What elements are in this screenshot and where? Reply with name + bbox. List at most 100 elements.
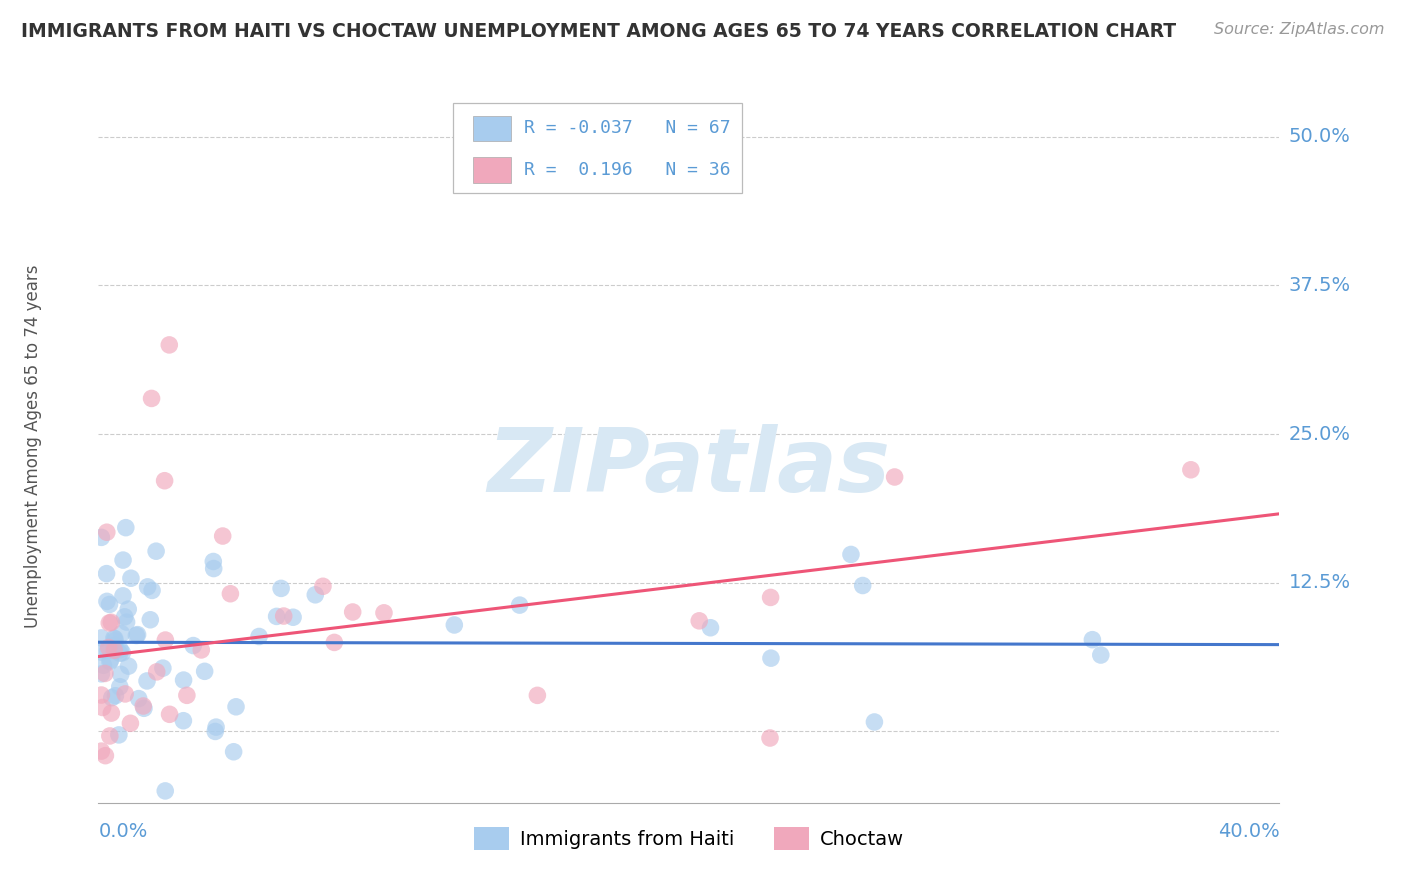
Point — [204, 724, 226, 739]
Point — [125, 628, 148, 642]
Point — [323, 635, 346, 649]
Point — [443, 618, 465, 632]
Point — [91, 700, 114, 714]
Point — [173, 673, 195, 687]
Point — [509, 598, 531, 612]
Point — [699, 621, 721, 635]
Point — [97, 640, 120, 655]
Point — [98, 729, 121, 743]
Point — [90, 631, 112, 645]
Point — [108, 646, 131, 660]
Point — [98, 615, 121, 630]
Point — [94, 748, 117, 763]
Point — [145, 665, 167, 679]
Point — [104, 633, 127, 648]
Point — [222, 745, 245, 759]
Point — [96, 594, 118, 608]
Point — [112, 553, 135, 567]
Point — [139, 613, 162, 627]
Point — [304, 588, 326, 602]
FancyBboxPatch shape — [472, 116, 510, 141]
Point — [312, 579, 335, 593]
Point — [219, 587, 242, 601]
Point — [132, 698, 155, 713]
Point — [153, 474, 176, 488]
Point — [211, 529, 233, 543]
Point — [90, 530, 112, 544]
Point — [117, 659, 139, 673]
Point — [270, 582, 292, 596]
Point — [247, 630, 270, 644]
Point — [141, 392, 163, 406]
Point — [100, 706, 122, 720]
Point — [90, 666, 112, 681]
Point — [100, 653, 122, 667]
Point — [110, 626, 132, 640]
Point — [759, 591, 782, 605]
Point — [688, 614, 710, 628]
Text: Unemployment Among Ages 65 to 74 years: Unemployment Among Ages 65 to 74 years — [24, 264, 42, 628]
Point — [96, 525, 118, 540]
Point — [190, 643, 212, 657]
Point — [108, 680, 131, 694]
Point — [202, 554, 225, 568]
Point — [132, 701, 155, 715]
Text: 25.0%: 25.0% — [1289, 425, 1351, 443]
Point — [839, 548, 862, 562]
Point — [759, 731, 782, 745]
Text: R = -0.037   N = 67: R = -0.037 N = 67 — [523, 120, 730, 137]
Point — [273, 609, 295, 624]
Text: 0.0%: 0.0% — [98, 822, 148, 841]
Point — [205, 720, 228, 734]
Point — [145, 544, 167, 558]
Point — [883, 470, 905, 484]
Point — [120, 571, 142, 585]
Point — [152, 661, 174, 675]
Point — [1081, 632, 1104, 647]
FancyBboxPatch shape — [453, 103, 742, 193]
Point — [342, 605, 364, 619]
Point — [93, 658, 115, 673]
Point — [104, 632, 127, 646]
Point — [159, 707, 181, 722]
Point — [526, 689, 548, 703]
Text: 40.0%: 40.0% — [1218, 822, 1279, 841]
Point — [181, 639, 204, 653]
Point — [136, 673, 159, 688]
Point — [373, 606, 395, 620]
Text: IMMIGRANTS FROM HAITI VS CHOCTAW UNEMPLOYMENT AMONG AGES 65 TO 74 YEARS CORRELAT: IMMIGRANTS FROM HAITI VS CHOCTAW UNEMPLO… — [21, 22, 1177, 41]
Point — [100, 615, 122, 630]
Point — [1180, 463, 1202, 477]
Point — [863, 714, 886, 729]
Point — [104, 689, 127, 703]
Point — [176, 689, 198, 703]
Point — [281, 610, 304, 624]
Point — [225, 699, 247, 714]
Point — [103, 632, 125, 646]
Point — [172, 714, 194, 728]
Point — [108, 728, 131, 742]
Point — [100, 690, 122, 705]
Point — [114, 687, 136, 701]
FancyBboxPatch shape — [472, 157, 510, 183]
Point — [98, 598, 121, 612]
Point — [108, 642, 131, 657]
Point — [98, 655, 121, 669]
Point — [117, 602, 139, 616]
Point — [155, 784, 177, 798]
Point — [115, 615, 138, 629]
Point — [90, 744, 112, 758]
Point — [94, 666, 117, 681]
Point — [111, 589, 134, 603]
Legend: Immigrants from Haiti, Choctaw: Immigrants from Haiti, Choctaw — [465, 819, 912, 857]
Text: ZIPatlas: ZIPatlas — [488, 424, 890, 511]
Point — [97, 643, 120, 657]
Point — [96, 566, 118, 581]
Point — [202, 561, 225, 575]
Point — [103, 638, 125, 652]
Point — [103, 643, 125, 657]
Point — [155, 633, 177, 648]
Point — [852, 578, 875, 592]
Point — [141, 583, 163, 598]
Point — [90, 645, 112, 659]
